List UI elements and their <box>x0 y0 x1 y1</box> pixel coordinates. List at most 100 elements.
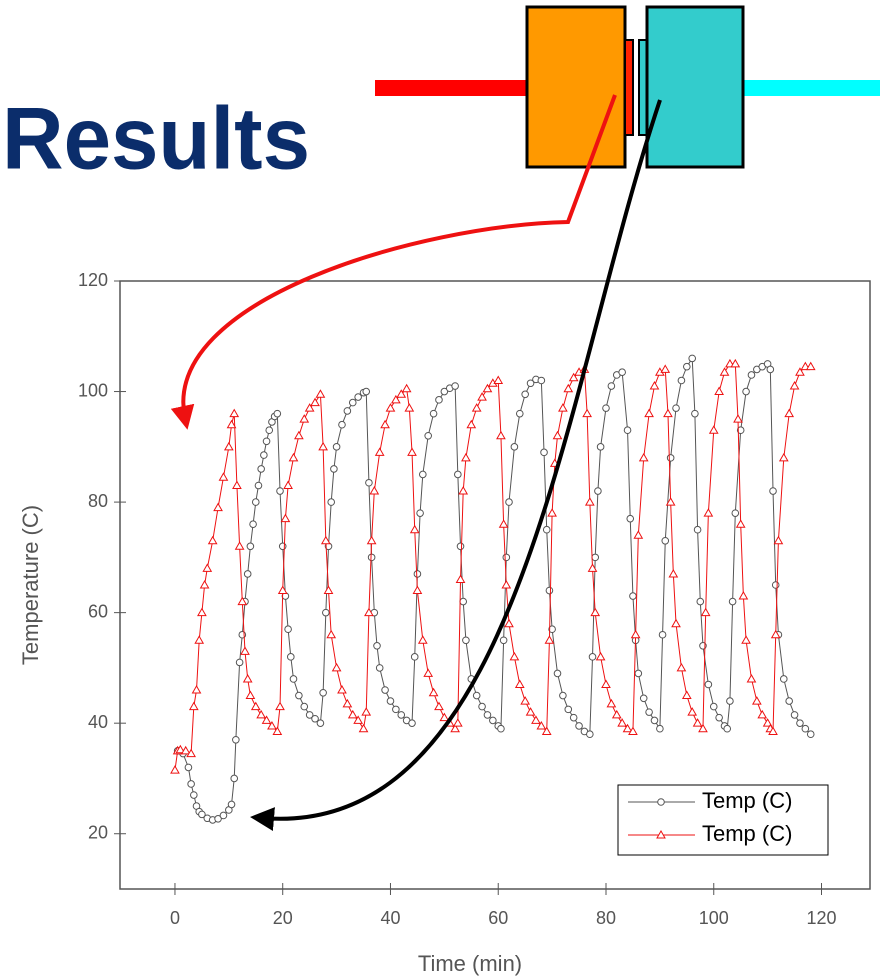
point <box>434 701 444 711</box>
point <box>348 398 357 407</box>
legend-text: Temp (C) <box>702 821 792 846</box>
point <box>568 372 579 382</box>
point <box>429 409 438 418</box>
point <box>663 408 673 418</box>
point <box>455 574 466 583</box>
point <box>559 691 567 700</box>
point <box>628 726 638 735</box>
point <box>451 382 459 390</box>
point <box>280 513 291 523</box>
point <box>423 668 434 677</box>
point <box>202 563 213 572</box>
point <box>703 508 714 517</box>
point <box>531 715 541 724</box>
point <box>440 387 449 396</box>
point <box>497 724 505 733</box>
point <box>283 480 293 490</box>
point <box>249 520 257 529</box>
point <box>459 597 468 606</box>
point <box>386 697 395 705</box>
point <box>762 718 773 727</box>
point <box>757 709 768 719</box>
point <box>229 408 240 418</box>
point <box>623 426 632 435</box>
point <box>741 635 751 644</box>
point <box>471 403 482 412</box>
point <box>380 419 390 429</box>
point <box>656 724 664 733</box>
point <box>785 697 793 705</box>
point <box>408 719 416 727</box>
point <box>633 530 644 539</box>
device-diagram <box>375 5 880 169</box>
point <box>454 470 462 479</box>
point <box>413 570 422 578</box>
point <box>584 497 595 506</box>
point <box>601 679 611 688</box>
point <box>385 403 396 412</box>
point <box>618 368 626 377</box>
point <box>498 519 509 528</box>
point <box>738 591 749 600</box>
point <box>704 680 713 689</box>
point <box>595 651 606 661</box>
point <box>300 702 309 711</box>
point <box>223 441 234 451</box>
point <box>251 498 260 506</box>
point <box>611 709 622 719</box>
point <box>197 607 207 617</box>
point <box>514 679 525 688</box>
point <box>456 542 465 551</box>
point <box>347 709 358 719</box>
point <box>478 702 486 711</box>
point <box>343 407 352 415</box>
point <box>683 362 691 371</box>
point <box>396 389 407 398</box>
point <box>310 397 320 407</box>
x-tick-label: 120 <box>806 908 836 928</box>
cold-rod <box>743 80 880 96</box>
point <box>375 664 384 672</box>
point <box>416 509 424 517</box>
point <box>591 553 600 562</box>
point <box>327 498 336 506</box>
point <box>778 452 789 462</box>
point <box>358 723 369 733</box>
point <box>582 408 592 418</box>
point <box>409 524 420 534</box>
point <box>180 745 191 755</box>
point <box>254 481 263 490</box>
point <box>617 718 628 727</box>
point <box>326 629 337 639</box>
point <box>330 465 338 473</box>
point <box>639 694 648 703</box>
hot-block <box>525 5 627 169</box>
point <box>730 358 741 368</box>
hot-rod <box>375 80 528 96</box>
point <box>575 722 583 730</box>
point <box>547 508 557 517</box>
x-tick-label: 60 <box>488 908 508 928</box>
point <box>184 763 193 772</box>
x-tick-label: 40 <box>380 908 400 928</box>
point <box>267 720 277 730</box>
point <box>227 800 236 809</box>
point <box>410 653 419 661</box>
legend-marker <box>657 798 665 806</box>
point <box>569 713 578 722</box>
point <box>257 465 265 473</box>
point <box>316 719 325 727</box>
point <box>232 480 242 490</box>
point <box>299 414 310 423</box>
y-tick-label: 80 <box>88 491 108 511</box>
point <box>634 669 643 678</box>
point <box>544 635 555 644</box>
point <box>520 696 531 705</box>
point <box>261 715 272 724</box>
point <box>542 525 551 534</box>
point <box>563 383 574 393</box>
point <box>751 696 762 705</box>
point <box>170 765 180 774</box>
point <box>397 711 406 719</box>
point <box>320 535 331 545</box>
